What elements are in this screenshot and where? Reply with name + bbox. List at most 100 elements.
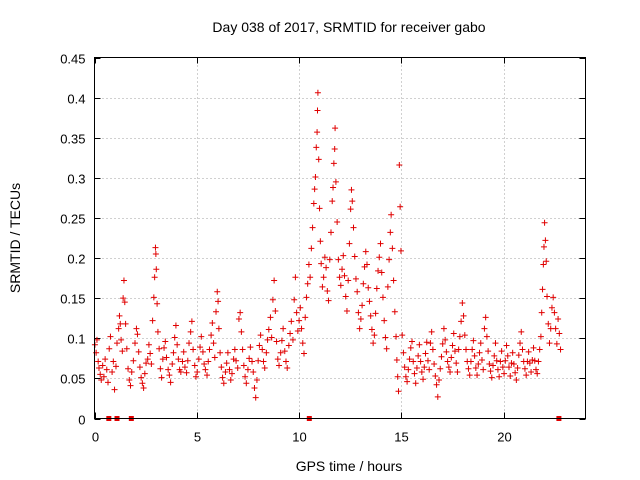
data-point (470, 337, 477, 344)
data-point (397, 203, 404, 210)
x-tick-label: 0 (92, 430, 99, 445)
data-point (453, 360, 460, 367)
data-point (364, 261, 371, 268)
data-point (195, 356, 202, 363)
data-point (313, 144, 320, 151)
data-point (309, 224, 316, 231)
data-point (459, 299, 466, 306)
data-point (388, 211, 395, 218)
data-point (490, 362, 497, 369)
data-point (276, 362, 283, 369)
data-point (456, 333, 463, 340)
data-point (339, 266, 346, 273)
data-point (294, 328, 301, 335)
data-point (314, 129, 321, 136)
data-point (501, 370, 508, 377)
data-point (302, 314, 309, 321)
data-point (514, 364, 521, 371)
data-point (405, 366, 412, 373)
x-axis-label: GPS time / hours (296, 458, 403, 474)
data-point (311, 186, 318, 193)
data-point (410, 358, 417, 365)
y-axis-ticks: 0 0.05 0.1 0.15 0.2 0.25 0.3 0.35 0.4 0.45 (60, 52, 586, 428)
data-point (360, 280, 367, 287)
data-point (321, 254, 328, 261)
data-point (370, 340, 377, 347)
data-point (152, 251, 159, 258)
data-point (538, 309, 545, 316)
data-point (557, 346, 564, 353)
data-point (267, 314, 274, 321)
data-point (327, 229, 334, 236)
data-point (486, 360, 493, 367)
data-point (434, 393, 441, 400)
data-point (540, 243, 547, 250)
data-point (437, 365, 444, 372)
data-point (285, 342, 292, 349)
data-point (255, 357, 262, 364)
data-point (537, 333, 544, 340)
data-point (170, 349, 177, 356)
y-axis-label: SRMTID / TECUs (7, 183, 23, 293)
data-point (395, 388, 402, 395)
data-point (509, 349, 516, 356)
data-point (194, 368, 201, 375)
data-point (499, 364, 506, 371)
data-point (125, 365, 132, 372)
data-point (192, 373, 199, 380)
data-point (111, 386, 118, 393)
data-point (210, 340, 217, 347)
data-point (265, 326, 272, 333)
data-point (213, 308, 220, 315)
data-point (106, 345, 113, 352)
data-point (427, 340, 434, 347)
data-point (417, 358, 424, 365)
data-point (187, 328, 194, 335)
data-point (118, 336, 125, 343)
data-point (300, 350, 307, 357)
data-point (429, 346, 436, 353)
data-point (334, 218, 341, 225)
data-point (234, 364, 241, 371)
data-point (231, 346, 238, 353)
data-point (157, 365, 164, 372)
data-point (312, 174, 319, 181)
data-point (469, 346, 476, 353)
data-point (253, 376, 260, 383)
data-point (458, 318, 465, 325)
data-point (293, 309, 300, 316)
y-tick-label: 0 (78, 413, 85, 428)
data-point (107, 333, 114, 340)
data-point (525, 348, 532, 355)
data-point (530, 344, 537, 351)
data-point (494, 366, 501, 373)
data-point (307, 274, 314, 281)
data-point (208, 332, 215, 339)
data-point (442, 336, 449, 343)
data-point (354, 288, 361, 295)
data-point (303, 294, 310, 301)
data-point (271, 277, 278, 284)
data-point (359, 302, 366, 309)
y-tick-label: 0.2 (67, 252, 85, 267)
data-point (532, 366, 539, 373)
data-point (365, 284, 372, 291)
data-point (336, 274, 343, 281)
data-points (91, 89, 564, 401)
data-point (332, 178, 339, 185)
data-point (477, 340, 484, 347)
data-point (521, 365, 528, 372)
data-point (251, 385, 258, 392)
y-tick-label: 0.3 (67, 172, 85, 187)
data-point (449, 342, 456, 349)
data-point (237, 309, 244, 316)
data-point (165, 366, 172, 373)
data-point (507, 372, 514, 379)
data-point (534, 370, 541, 377)
data-point (553, 340, 560, 347)
data-point (383, 345, 390, 352)
data-point (324, 287, 331, 294)
data-point (531, 357, 538, 364)
data-point (115, 325, 122, 332)
data-point (512, 369, 519, 376)
